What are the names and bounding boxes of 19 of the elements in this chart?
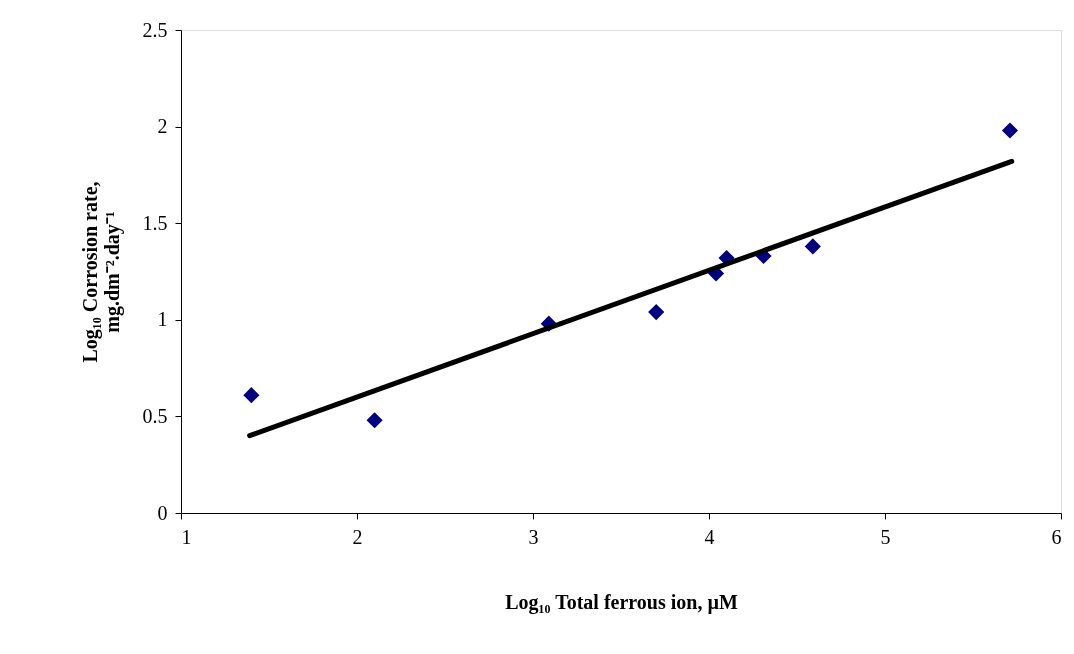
point bbox=[648, 304, 665, 321]
point bbox=[366, 412, 383, 429]
y-tick-label: 1.5 bbox=[142, 211, 168, 234]
x-tick-label: 1 bbox=[181, 525, 192, 548]
point bbox=[243, 387, 260, 404]
x-tick-label: 4 bbox=[704, 525, 715, 548]
y-tick-label: 0 bbox=[157, 501, 168, 524]
x-tick-label: 3 bbox=[528, 525, 539, 548]
x-axis-title: Log₁₀ Total ferrous ion, µM bbox=[505, 590, 738, 614]
y-tick-label: 2 bbox=[157, 115, 168, 138]
point bbox=[1001, 122, 1019, 139]
point bbox=[804, 238, 821, 255]
x-tick-label: 2 bbox=[352, 525, 363, 548]
x-tick-label: 5 bbox=[880, 525, 891, 548]
x-tick-label: 6 bbox=[1051, 525, 1062, 548]
y-tick-label: 2.5 bbox=[142, 18, 168, 41]
y-tick-label: 0.5 bbox=[142, 404, 168, 427]
y-tick-label: 1 bbox=[157, 308, 168, 331]
y-axis-title: Log₁₀ Corrosion rate, mg.dm⁻².day⁻¹ bbox=[78, 181, 124, 363]
